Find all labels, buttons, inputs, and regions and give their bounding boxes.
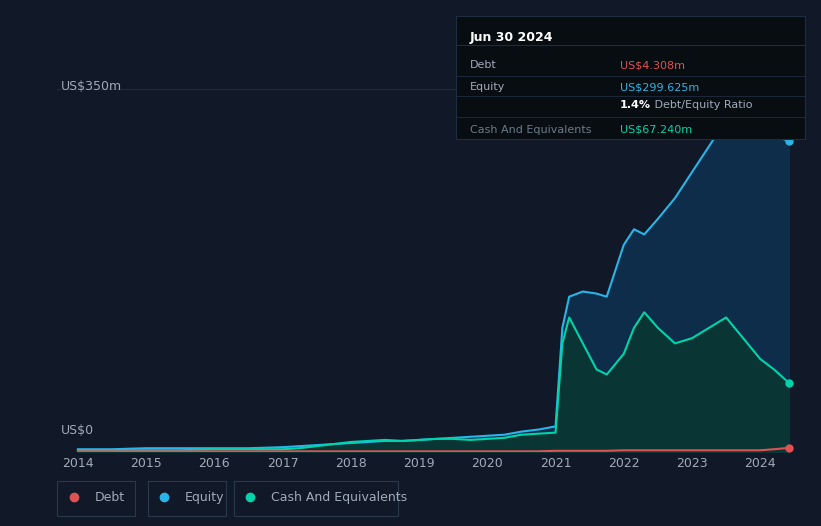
Text: 1.4%: 1.4%: [620, 100, 651, 110]
Text: US$0: US$0: [62, 424, 94, 437]
Text: Debt: Debt: [470, 60, 497, 70]
Text: Debt/Equity Ratio: Debt/Equity Ratio: [651, 100, 753, 110]
Text: US$299.625m: US$299.625m: [620, 83, 699, 93]
Text: Jun 30 2024: Jun 30 2024: [470, 31, 553, 44]
Text: Equity: Equity: [185, 491, 224, 503]
Text: US$350m: US$350m: [62, 80, 122, 93]
Text: Debt: Debt: [94, 491, 125, 503]
Text: Cash And Equivalents: Cash And Equivalents: [470, 125, 591, 135]
Text: Equity: Equity: [470, 83, 505, 93]
Text: Cash And Equivalents: Cash And Equivalents: [271, 491, 407, 503]
Text: US$67.240m: US$67.240m: [620, 125, 692, 135]
Text: US$4.308m: US$4.308m: [620, 60, 685, 70]
